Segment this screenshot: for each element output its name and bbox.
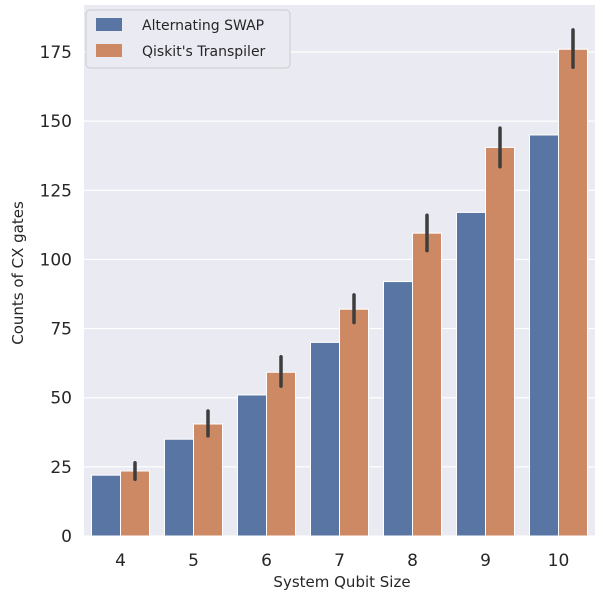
bar-qiskit-transpiler [485, 146, 515, 537]
bar-qiskit-transpiler [558, 48, 588, 537]
bars [91, 48, 588, 537]
x-tick-label: 4 [115, 551, 126, 571]
bar-qiskit-transpiler [120, 470, 150, 537]
bar-qiskit-transpiler [339, 308, 369, 537]
x-tick-label: 7 [334, 551, 345, 571]
x-tick-label: 9 [480, 551, 491, 571]
legend-frame [85, 9, 291, 69]
bar-alternating-swap [529, 134, 559, 537]
y-tick-label: 125 [40, 181, 72, 201]
bar-alternating-swap [91, 474, 121, 537]
y-tick-labels: 0 25 50 75 100 125 150 175 [40, 43, 72, 547]
legend-swatch-alternating-swap [96, 18, 122, 31]
bar-qiskit-transpiler [412, 232, 442, 537]
error-bars [133, 28, 575, 482]
y-tick-label: 75 [50, 320, 72, 340]
legend-label-alternating-swap: Alternating SWAP [142, 18, 264, 34]
legend-swatch-qiskit-transpiler [96, 44, 122, 57]
bar-alternating-swap [383, 281, 413, 537]
bar-alternating-swap [310, 341, 340, 537]
x-tick-labels: 4 5 6 7 8 9 10 [115, 551, 569, 571]
x-tick-label: 6 [261, 551, 272, 571]
y-tick-label: 0 [61, 527, 72, 547]
y-tick-label: 175 [40, 43, 72, 63]
bar-qiskit-transpiler [193, 423, 223, 537]
y-tick-label: 25 [50, 458, 72, 478]
y-tick-label: 100 [40, 250, 72, 270]
y-tick-label: 50 [50, 389, 72, 409]
bar-alternating-swap [164, 438, 194, 537]
bar-alternating-swap [456, 211, 486, 537]
bar-alternating-swap [237, 394, 267, 537]
x-tick-label: 8 [407, 551, 418, 571]
bar-qiskit-transpiler [266, 371, 296, 537]
x-tick-label: 5 [188, 551, 199, 571]
y-axis-title: Counts of CX gates [9, 201, 27, 345]
x-axis-title: System Qubit Size [273, 573, 410, 591]
y-tick-label: 150 [40, 112, 72, 132]
legend-label-qiskit-transpiler: Qiskit's Transpiler [142, 44, 266, 60]
legend: Alternating SWAP Qiskit's Transpiler [85, 9, 291, 69]
x-tick-label: 10 [548, 551, 570, 571]
